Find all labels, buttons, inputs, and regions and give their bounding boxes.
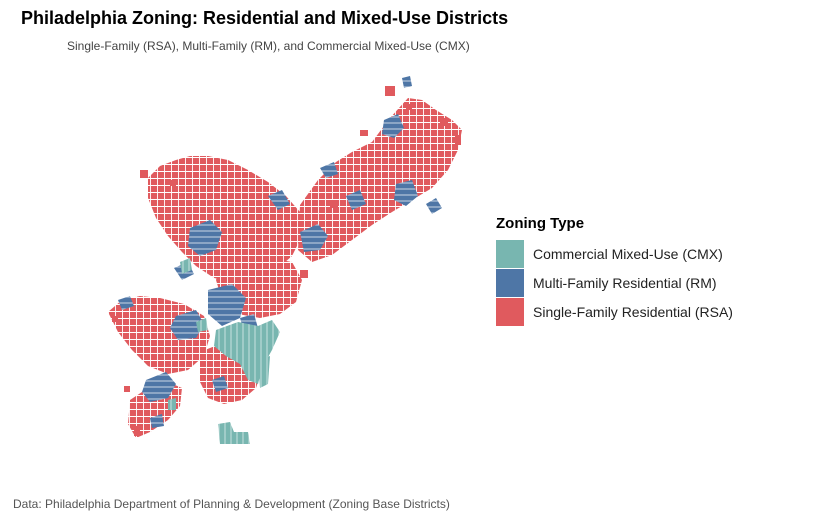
legend: Zoning Type Commercial Mixed-Use (CMX) M… [496,215,733,327]
data-source-caption: Data: Philadelphia Department of Plannin… [13,497,450,511]
cmx-zones [168,258,280,444]
red-swatch-icon [496,298,524,326]
legend-title: Zoning Type [496,215,585,232]
legend-item-rm: Multi-Family Residential (RM) [496,269,733,297]
chart-subtitle: Single-Family (RSA), Multi-Family (RM), … [67,39,470,53]
navy-yard-cmx-zone [218,422,250,444]
legend-label-rm: Multi-Family Residential (RM) [533,275,717,291]
blue-swatch-icon [496,269,524,297]
legend-label-cmx: Commercial Mixed-Use (CMX) [533,246,723,262]
legend-label-rsa: Single-Family Residential (RSA) [533,304,733,320]
rsa-fragments [112,86,461,436]
legend-item-cmx: Commercial Mixed-Use (CMX) [496,240,733,268]
chart-title: Philadelphia Zoning: Residential and Mix… [21,8,509,28]
northeast-rsa-zone [298,98,462,262]
teal-swatch-icon [496,240,524,268]
northwest-rsa-zone [148,156,302,282]
center-city-cmx-zone [214,320,280,384]
legend-item-rsa: Single-Family Residential (RSA) [496,298,733,326]
